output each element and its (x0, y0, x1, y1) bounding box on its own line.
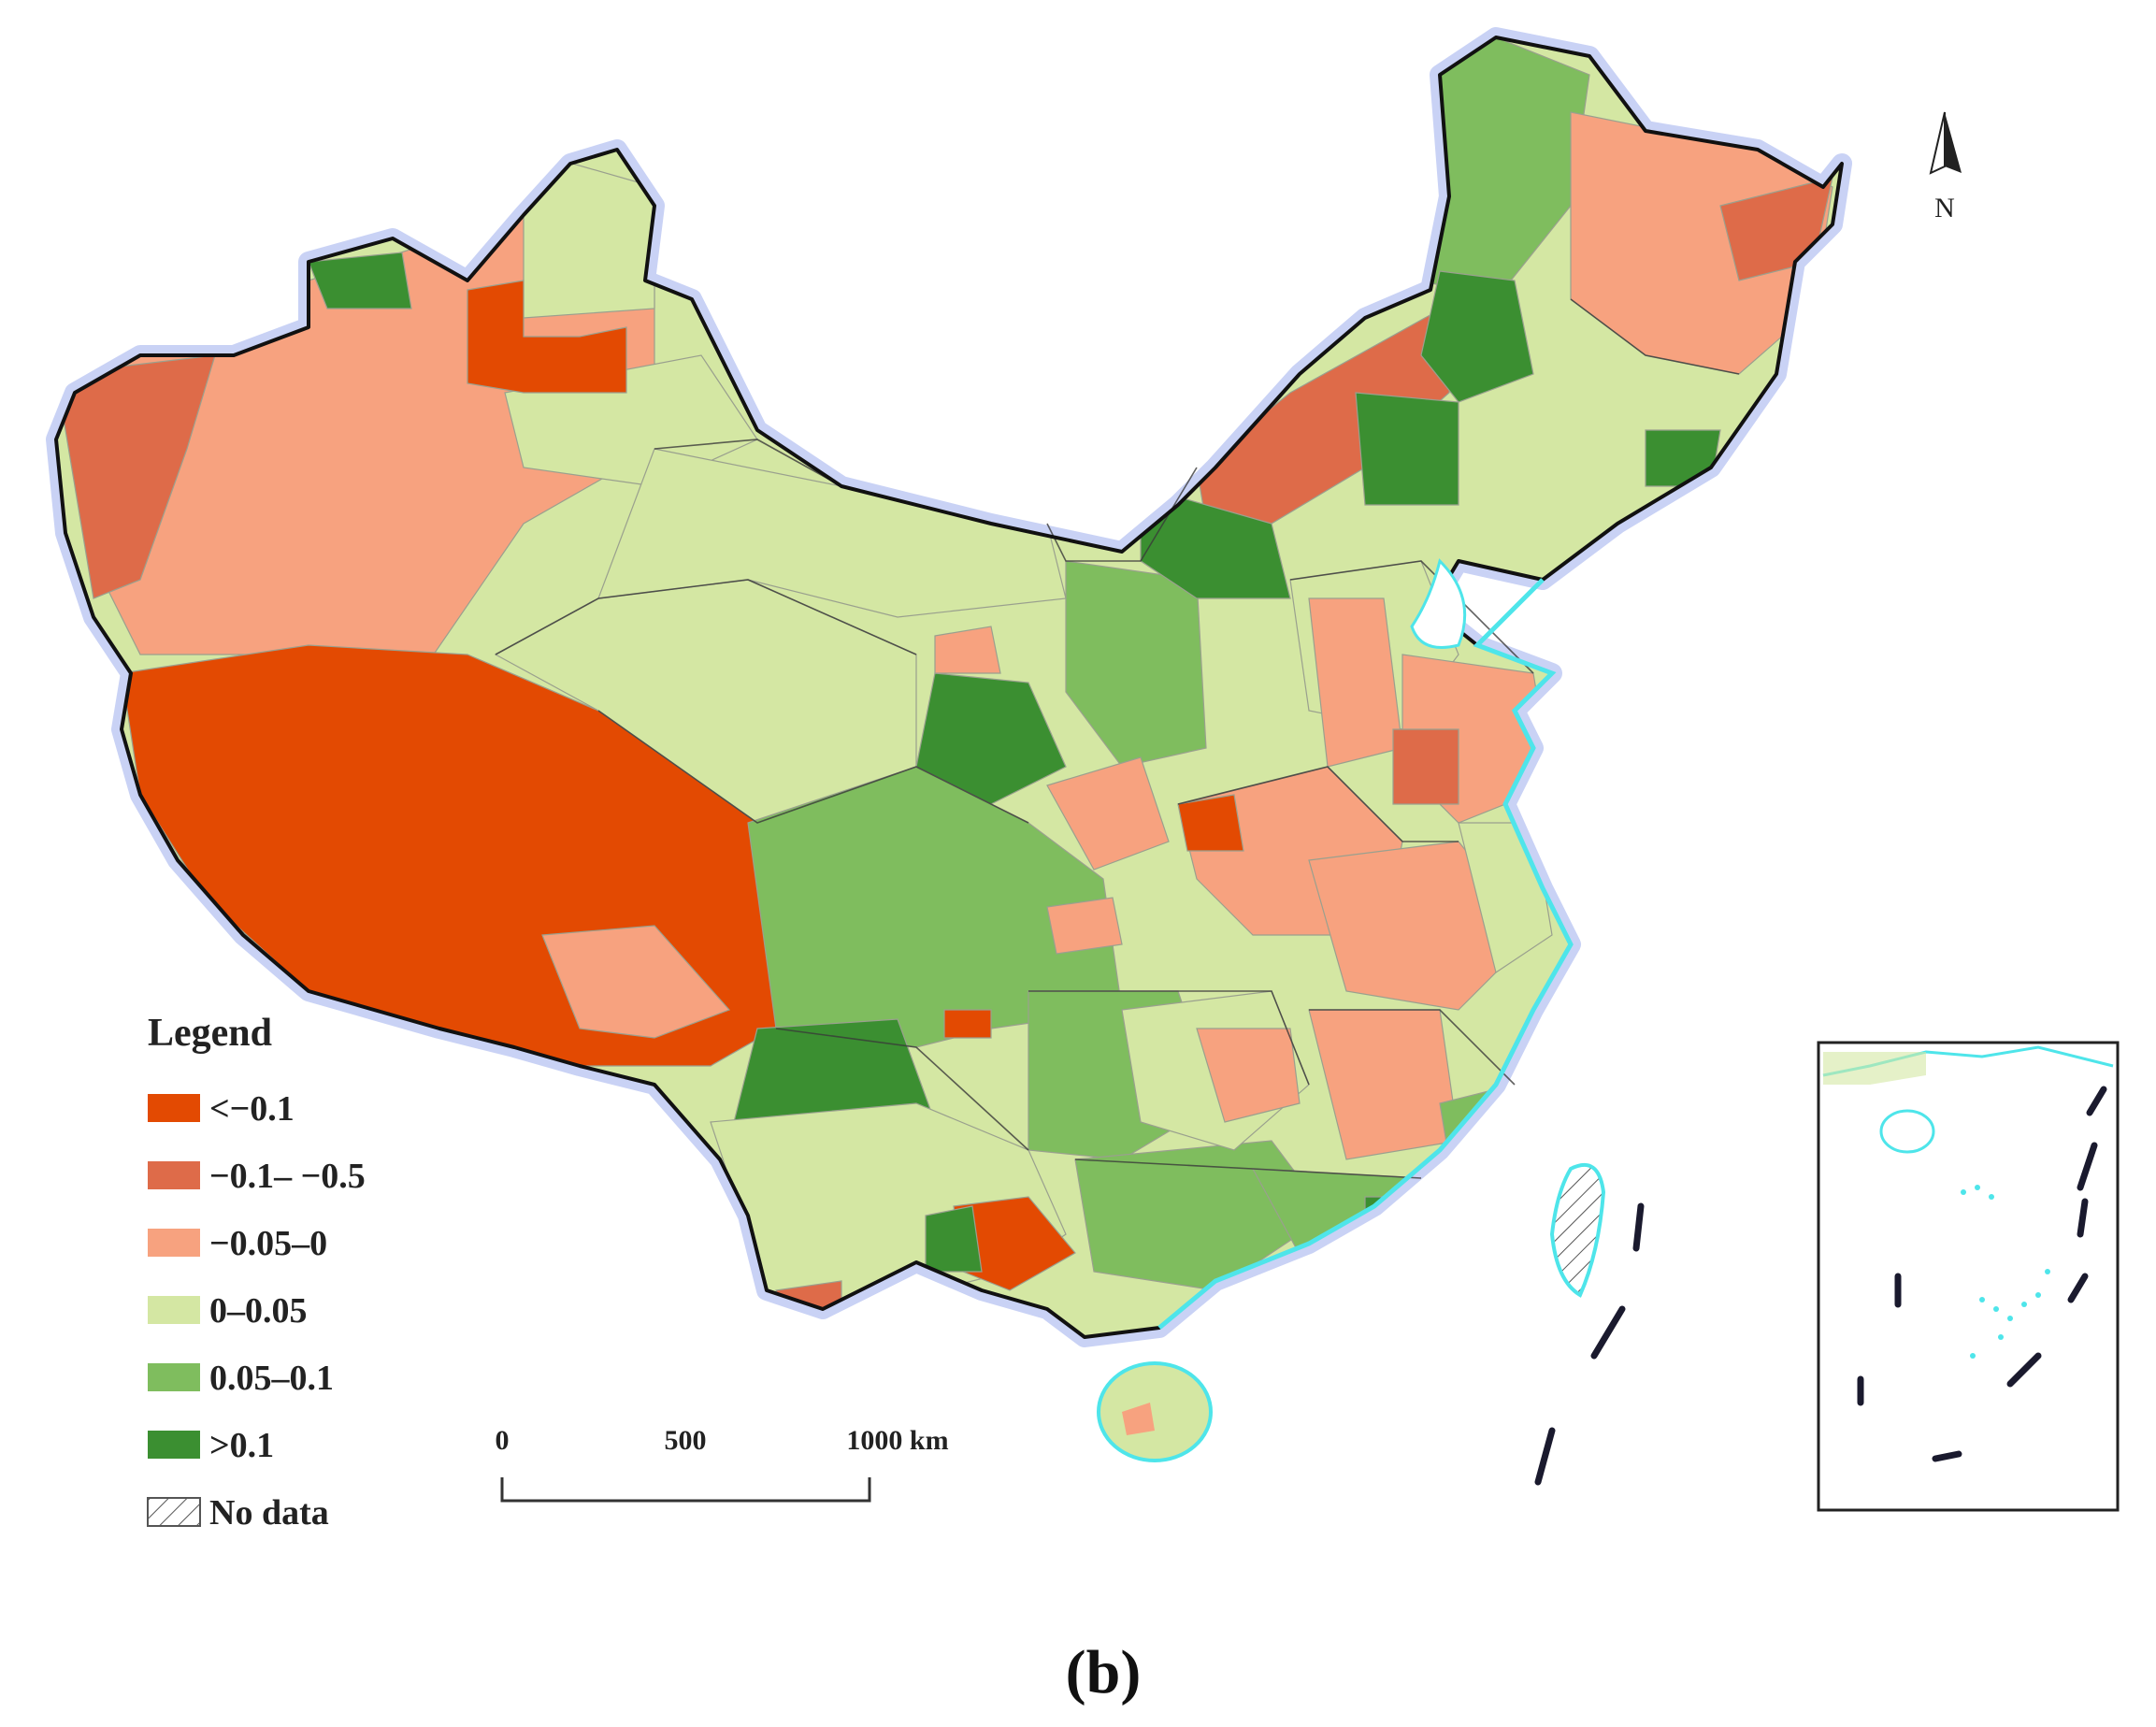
legend-label: 0.05–0.1 (209, 1359, 334, 1398)
inset-dashes (1857, 1086, 2107, 1462)
legend-swatch (148, 1229, 200, 1257)
island-dot (2035, 1292, 2041, 1298)
inset-frame (1817, 1041, 2120, 1512)
border-line (775, 1028, 1029, 1151)
north-arrow-right (1945, 112, 1962, 173)
region-hinggan (1420, 270, 1534, 403)
scale-tick-0: 0 (496, 1425, 510, 1456)
bohai-sea (1410, 558, 1467, 649)
region-gansu-south (915, 672, 1067, 805)
inset-dash (2077, 1198, 2089, 1238)
north-arrow-left (1929, 111, 1946, 175)
inset-dash (2067, 1273, 2089, 1303)
region-shaanxi-south (1046, 756, 1170, 871)
legend: Legend <−0.1 −0.1– −0.5 −0.05–0 0–0.05 0.05–… (147, 1012, 366, 1533)
border-line (1074, 1159, 1422, 1179)
legend-swatch (147, 1497, 201, 1527)
region-chongqing (1046, 897, 1123, 955)
island-dot (1989, 1194, 1994, 1200)
island-dot (1970, 1353, 1976, 1359)
inset-land (1823, 1052, 1926, 1085)
maritime-dash (1534, 1427, 1556, 1486)
island-dot (2045, 1269, 2050, 1274)
scale-bar-line (500, 1477, 871, 1503)
south-china-sea-inset (1817, 1041, 2120, 1512)
region-sanmenxia (1177, 794, 1244, 852)
legend-label: 0–0.05 (209, 1291, 308, 1331)
legend-swatch (148, 1363, 200, 1391)
inset-islands (1961, 1185, 2050, 1359)
legend-label: −0.05–0 (209, 1224, 327, 1263)
region-yili (467, 280, 627, 394)
maritime-dash (1590, 1305, 1626, 1360)
island-dot (1961, 1189, 1966, 1195)
legend-swatch (148, 1161, 200, 1189)
border-line (1177, 766, 1459, 842)
border-line (1289, 560, 1534, 674)
region-tacheng (308, 252, 412, 309)
hainan-island (1097, 1361, 1213, 1462)
legend-label: −0.1– −0.5 (209, 1157, 366, 1196)
scale-tick-500: 500 (665, 1425, 707, 1456)
region-xinjiang-west (56, 354, 216, 599)
coastline (1157, 578, 1574, 1330)
north-arrow-label: N (1934, 193, 1955, 223)
region-hunan-east (1196, 1028, 1301, 1123)
border-line (597, 710, 1029, 824)
legend-items: <−0.1 −0.1– −0.5 −0.05–0 0–0.05 0.05–0.1 >0.1… (147, 1089, 366, 1533)
border-line (654, 439, 842, 487)
scale-bar: 0 500 1000 km (496, 1425, 949, 1503)
province-borders (495, 298, 1740, 1179)
region-inner-mongolia-central (1140, 485, 1291, 599)
scale-tick-1000: 1000 km (846, 1425, 948, 1456)
inset-dash (2077, 1142, 2098, 1191)
border-line (1028, 990, 1310, 1086)
taiwan-no-data (1549, 1162, 1606, 1298)
inset-dash (2086, 1086, 2107, 1116)
inset-dash (2006, 1352, 2042, 1388)
island-dot (1993, 1306, 1999, 1312)
border-line (495, 579, 917, 655)
hainan-region (1122, 1403, 1155, 1435)
legend-label: No data (209, 1493, 329, 1533)
island-dot (1998, 1334, 2004, 1340)
region-xinjiang-north (523, 149, 655, 319)
legend-swatch (148, 1094, 200, 1122)
north-arrow: N (1929, 111, 1962, 223)
region-pu-er (925, 1205, 983, 1273)
region-shandong-south (1392, 728, 1459, 805)
figure-caption: (b) (1066, 1638, 1142, 1706)
legend-swatch (148, 1296, 200, 1324)
region-qinghai-east (934, 626, 1001, 674)
inset-hainan (1879, 1109, 1935, 1154)
island-dot (2007, 1316, 2013, 1321)
island-dot (1975, 1185, 1980, 1190)
border-line (1570, 298, 1740, 375)
region-tongliao (1355, 392, 1459, 506)
border-line (1309, 1009, 1516, 1086)
island-dot (1979, 1297, 1985, 1302)
legend-title: Legend (148, 1012, 272, 1055)
inset-dash (1932, 1450, 1962, 1462)
maritime-dash (1632, 1202, 1645, 1252)
maritime-boundary-dashes (1534, 1202, 1645, 1486)
region-panzhihua (943, 1009, 992, 1039)
island-dot (2021, 1302, 2027, 1307)
legend-label: <−0.1 (209, 1089, 295, 1129)
region-tibet-southeast (541, 925, 731, 1039)
legend-swatch (148, 1431, 200, 1459)
legend-label: >0.1 (209, 1426, 274, 1465)
